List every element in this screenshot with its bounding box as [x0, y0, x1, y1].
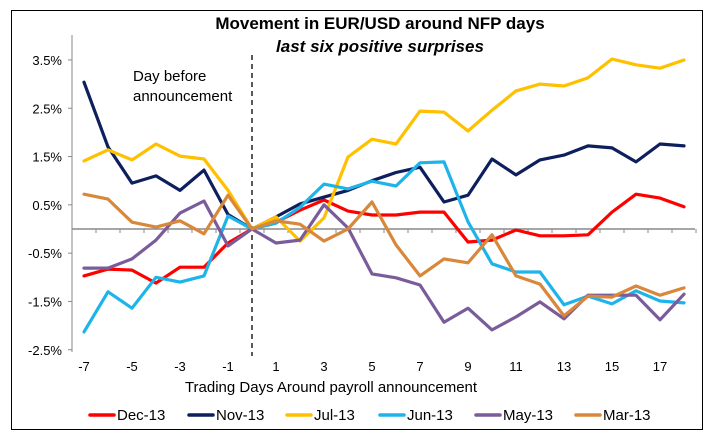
series-line-mar-13: [82, 192, 686, 318]
legend-label: Jul-13: [314, 407, 355, 424]
legend-item-nov-13: Nov-13: [187, 407, 264, 424]
annotation-text-line1: Day before: [133, 68, 206, 85]
y-tick-label: 2.5%: [32, 101, 62, 116]
legend-label: Nov-13: [216, 407, 264, 424]
legend: Dec-13 Nov-13 Jul-13 Jun-13 May-13 Mar-13: [88, 407, 651, 424]
chart-title: Movement in EUR/USD around NFP days: [215, 14, 544, 33]
series-line-nov-13: [82, 80, 686, 231]
series-line-jul-13: [82, 57, 686, 243]
x-tick-label: 13: [557, 359, 571, 374]
x-tick-label: 7: [416, 359, 423, 374]
x-tick-label: 15: [605, 359, 619, 374]
legend-label: Mar-13: [603, 407, 651, 424]
legend-label: Dec-13: [117, 407, 165, 424]
x-tick-label: -3: [174, 359, 186, 374]
x-tick-label: -5: [126, 359, 138, 374]
y-tick-label: -0.5%: [28, 246, 62, 261]
x-tick-label: 9: [464, 359, 471, 374]
legend-item-mar-13: Mar-13: [574, 407, 651, 424]
x-tick-label: 1: [272, 359, 279, 374]
legend-item-jun-13: Jun-13: [378, 407, 453, 424]
x-tick-label: -7: [78, 359, 90, 374]
y-tick-label: 1.5%: [32, 150, 62, 165]
legend-item-dec-13: Dec-13: [88, 407, 165, 424]
annotation-text-line2: announcement: [133, 88, 233, 105]
y-tick-label: -2.5%: [28, 343, 62, 358]
legend-item-jul-13: Jul-13: [285, 407, 355, 424]
legend-label: Jun-13: [407, 407, 453, 424]
series-line-dec-13: [82, 192, 686, 285]
y-tick-label: -1.5%: [28, 294, 62, 309]
x-tick-label: 11: [509, 359, 523, 374]
x-tick-label: -1: [222, 359, 234, 374]
legend-label: May-13: [503, 407, 553, 424]
y-tick-label: 0.5%: [32, 198, 62, 213]
y-tick-label: 3.5%: [32, 53, 62, 68]
x-axis-title: Trading Days Around payroll announcement: [185, 379, 478, 396]
chart-subtitle: last six positive surprises: [276, 37, 484, 56]
x-tick-label: 17: [653, 359, 667, 374]
y-axis: 3.5% 2.5% 1.5% 0.5% -0.5% -1.5% -2.5%: [28, 35, 73, 358]
legend-item-may-13: May-13: [474, 407, 553, 424]
x-tick-label: 5: [368, 359, 375, 374]
x-tick-label: 3: [320, 359, 327, 374]
series-layer: [82, 57, 686, 334]
